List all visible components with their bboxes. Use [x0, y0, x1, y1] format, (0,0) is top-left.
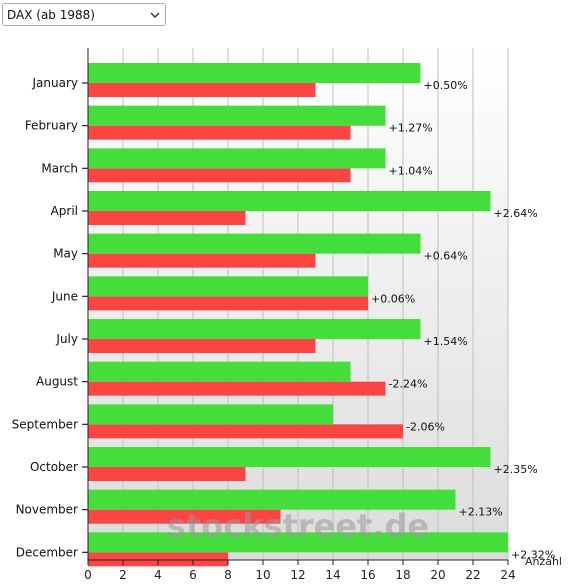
bar-up [88, 489, 456, 510]
bar-up [88, 63, 421, 83]
x-axis-label: Anzahl [525, 555, 562, 568]
change-label: -2.24% [389, 378, 428, 391]
x-tick-label: 2 [119, 568, 127, 582]
bar-up [88, 404, 333, 425]
category-label: August [36, 375, 78, 389]
axes [82, 48, 509, 565]
x-tick-label: 6 [189, 568, 197, 582]
watermark-logo: stockstreet.de [167, 507, 429, 545]
bar-down [88, 168, 351, 183]
x-tick-label: 18 [395, 568, 410, 582]
chevron-down-icon[interactable] [149, 9, 161, 21]
bars [88, 63, 508, 567]
bar-down [88, 296, 368, 311]
bar-up [88, 361, 351, 382]
bar-down [88, 83, 316, 97]
category-label: May [53, 247, 78, 261]
x-tick-label: 8 [224, 568, 232, 582]
bar-down [88, 253, 316, 268]
category-label: December [16, 545, 78, 559]
x-tick-label: 24 [500, 568, 515, 582]
change-label: +2.32% [511, 548, 555, 561]
category-label: April [51, 204, 78, 218]
category-label: November [16, 503, 78, 517]
x-tick-label: 16 [360, 568, 375, 582]
category-label: March [41, 161, 78, 175]
bar-up [88, 191, 491, 211]
bar-down [88, 211, 246, 225]
category-label: September [12, 417, 78, 431]
bar-down [88, 339, 316, 353]
x-tick-label: 12 [290, 568, 305, 582]
bar-up [88, 319, 421, 339]
x-tick-label: 20 [430, 568, 445, 582]
change-label: +0.50% [424, 79, 468, 92]
change-label: +0.64% [424, 250, 468, 263]
category-label: July [55, 332, 78, 346]
bar-up [88, 148, 386, 169]
category-label: June [51, 289, 78, 303]
index-select[interactable]: DAX (ab 1988) [2, 3, 166, 26]
bar-up [88, 447, 491, 467]
bar-up [88, 532, 508, 553]
change-label: +0.06% [371, 292, 415, 305]
bar-down [88, 424, 403, 439]
x-tick-label: 4 [154, 568, 162, 582]
index-select-value: DAX (ab 1988) [7, 8, 95, 22]
bar-down [88, 381, 386, 396]
change-label: +1.27% [389, 122, 433, 135]
x-tick-label: 22 [465, 568, 480, 582]
bar-down [88, 125, 351, 140]
x-tick-label: 14 [325, 568, 340, 582]
change-label: +2.13% [459, 506, 503, 519]
change-label: +1.04% [389, 164, 433, 177]
bar-up [88, 276, 368, 297]
change-label: +2.35% [494, 463, 538, 476]
bar-up [88, 105, 386, 126]
category-label: January [32, 76, 79, 90]
category-label: February [25, 119, 78, 133]
bar-down [88, 509, 281, 524]
x-tick-label: 10 [255, 568, 270, 582]
change-label: +2.64% [494, 207, 538, 220]
change-label: +1.54% [424, 335, 468, 348]
bar-down [88, 467, 246, 481]
x-tick-label: 0 [84, 568, 92, 582]
change-label: -2.06% [406, 420, 445, 433]
bar-up [88, 233, 421, 254]
category-label: October [30, 460, 78, 474]
